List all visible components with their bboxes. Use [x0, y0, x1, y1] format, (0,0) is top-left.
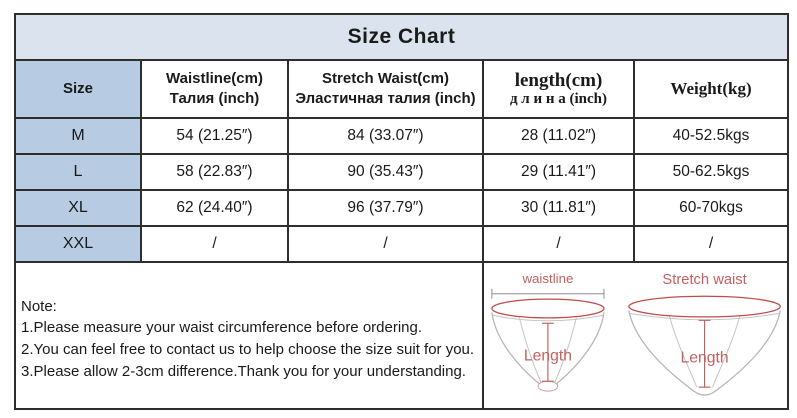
- col-header-length-ru: д л и н а (inch): [509, 91, 608, 108]
- length-cell: 28 (11.02″): [482, 117, 635, 155]
- col-header-size: Size: [14, 59, 142, 119]
- weight-cell: 40-52.5kgs: [632, 117, 790, 155]
- weight-cell: 50-62.5kgs: [632, 153, 790, 191]
- note-section: Note: 1.Please measure your waist circum…: [14, 261, 484, 410]
- stretch-waist-cell: /: [287, 225, 484, 263]
- title-row: Size Chart: [13, 13, 790, 61]
- col-header-stretch-waist-ru: Эластичная талия (inch): [295, 90, 476, 107]
- col-header-length: length(cm) д л и н а (inch): [482, 59, 635, 119]
- measurement-diagrams: waistline Length: [481, 261, 790, 410]
- stretch-waist-label: Stretch waist: [662, 271, 746, 287]
- length-cell: 29 (11.41″): [482, 153, 635, 191]
- size-cell: XXL: [14, 225, 142, 263]
- waistline-brief-diagram: waistline Length: [491, 270, 605, 392]
- header-row: Size Waistline(cm) Талия (inch) Stretch …: [14, 59, 790, 119]
- size-cell: XL: [14, 189, 142, 227]
- note-line: 1.Please measure your waist circumferenc…: [21, 319, 423, 337]
- stretch-waist-cell: 90 (35.43″): [287, 153, 484, 191]
- waistline-cell: 62 (24.40″): [140, 189, 289, 227]
- waistline-cell: 54 (21.25″): [140, 117, 289, 155]
- table-row-l: L 58 (22.83″) 90 (35.43″) 29 (11.41″) 50…: [14, 153, 790, 191]
- table-row-xl: XL 62 (24.40″) 96 (37.79″) 30 (11.81″) 6…: [14, 189, 790, 227]
- chart-title: Size Chart: [13, 13, 790, 61]
- note-line: 3.Please allow 2-3cm difference.Thank yo…: [21, 362, 466, 380]
- stretch-waist-cell: 96 (37.79″): [287, 189, 484, 227]
- col-header-weight-label: Weight(kg): [670, 79, 752, 98]
- note-heading: Note:: [21, 297, 57, 315]
- table-row-xxl: XXL / / / /: [14, 225, 790, 263]
- size-cell: M: [14, 117, 142, 155]
- col-header-weight: Weight(kg): [632, 59, 790, 119]
- stretch-waist-brief-diagram: Stretch waist Length: [628, 271, 781, 396]
- size-chart-panel: Size Chart Size Waistline(cm) Талия (inc…: [13, 13, 790, 410]
- waistline-label: waistline: [521, 270, 573, 285]
- col-header-waistline: Waistline(cm) Талия (inch): [140, 59, 289, 119]
- col-header-length-en: length(cm): [514, 69, 603, 91]
- length-cell: /: [482, 225, 635, 263]
- col-header-waistline-ru: Талия (inch): [169, 90, 260, 107]
- col-header-stretch-waist: Stretch Waist(cm) Эластичная талия (inch…: [287, 59, 484, 119]
- stretch-waist-cell: 84 (33.07″): [287, 117, 484, 155]
- bottom-row: Note: 1.Please measure your waist circum…: [14, 261, 790, 410]
- length-label: Length: [680, 349, 728, 366]
- waistline-cell: /: [140, 225, 289, 263]
- length-cell: 30 (11.81″): [482, 189, 635, 227]
- table-row-m: M 54 (21.25″) 84 (33.07″) 28 (11.02″) 40…: [14, 117, 790, 155]
- col-header-size-label: Size: [62, 79, 93, 97]
- size-chart-table: Size Chart Size Waistline(cm) Талия (inc…: [13, 13, 790, 410]
- weight-cell: /: [632, 225, 790, 263]
- col-header-stretch-waist-en: Stretch Waist(cm): [322, 69, 449, 87]
- note-line: 2.You can feel free to contact us to hel…: [21, 341, 475, 358]
- waistline-cell: 58 (22.83″): [140, 153, 289, 191]
- length-label: Length: [524, 347, 572, 364]
- size-cell: L: [14, 153, 142, 191]
- col-header-waistline-en: Waistline(cm): [166, 69, 263, 87]
- weight-cell: 60-70kgs: [632, 189, 790, 227]
